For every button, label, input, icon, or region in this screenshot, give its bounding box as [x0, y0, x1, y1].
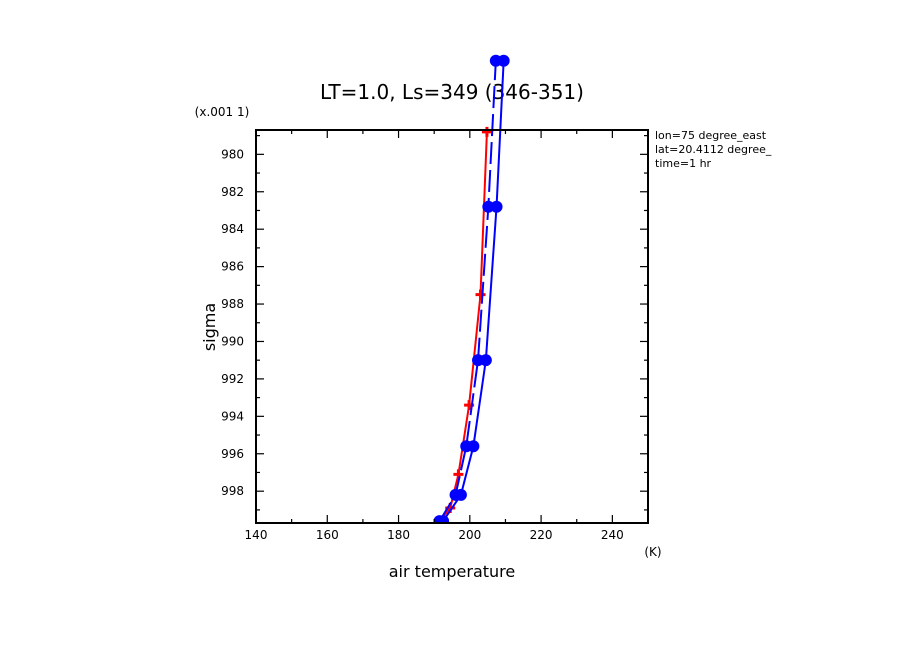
y-tick-label: 998 — [221, 484, 244, 498]
data-point-circle — [449, 488, 462, 501]
series-line — [438, 131, 488, 522]
series-layer — [433, 54, 510, 524]
x-tick-label: 200 — [458, 528, 481, 542]
y-tick-label: 990 — [221, 334, 244, 348]
y-tick-label: 986 — [221, 260, 244, 274]
y-tick-label: 994 — [221, 409, 244, 423]
y-tick-label: 980 — [221, 147, 244, 161]
data-point-circle — [490, 200, 503, 213]
series-line — [438, 60, 497, 522]
info-block: lon=75 degree_east lat=20.4112 degree_ t… — [655, 129, 772, 170]
x-tick-label: 160 — [316, 528, 339, 542]
data-point-circle — [482, 200, 495, 213]
info-line-lat: lat=20.4112 degree_ — [655, 143, 772, 156]
y-tick-label: 984 — [221, 222, 244, 236]
y-axis-label: sigma — [200, 303, 219, 351]
x-tick-label: 240 — [601, 528, 624, 542]
data-point-plus — [481, 126, 492, 137]
x-axis-ticks: 140 160 180 200 220 240 — [245, 130, 649, 542]
y-tick-label: 982 — [221, 185, 244, 199]
y-axis-ticks: 980 982 984 986 988 990 992 994 996 998 — [221, 135, 648, 511]
y-tick-label: 988 — [221, 297, 244, 311]
info-line-time: time=1 hr — [655, 157, 712, 170]
y-tick-label: 992 — [221, 372, 244, 386]
x-tick-label: 180 — [387, 528, 410, 542]
x-unit-label: (K) — [644, 545, 661, 559]
data-point-circle — [460, 440, 473, 453]
y-tick-label: 996 — [221, 447, 244, 461]
data-point-circle — [433, 515, 446, 524]
x-tick-label: 140 — [245, 528, 268, 542]
data-point-circle — [489, 54, 502, 67]
x-axis-label: air temperature — [389, 562, 515, 581]
data-point-plus — [475, 289, 486, 300]
x-tick-label: 220 — [530, 528, 553, 542]
y-scale-note: (x.001 1) — [195, 105, 250, 119]
plot-frame — [255, 129, 649, 524]
info-line-lon: lon=75 degree_east — [655, 129, 767, 142]
chart-title: LT=1.0, Ls=349 (346-351) — [320, 80, 584, 104]
data-point-circle — [472, 354, 485, 367]
